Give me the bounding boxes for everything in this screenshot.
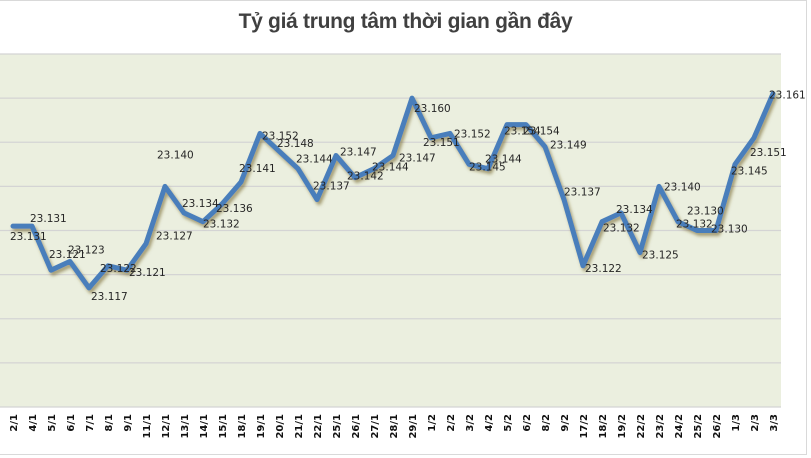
x-tick-label: 6/2 bbox=[522, 414, 533, 432]
data-label: 23.149 bbox=[550, 140, 587, 152]
x-tick-label: 9/1 bbox=[123, 414, 134, 432]
chart-title: Tỷ giá trung tâm thời gian gần đây bbox=[238, 10, 573, 33]
data-label: 23.122 bbox=[100, 263, 137, 275]
x-tick-label: 18/2 bbox=[598, 414, 609, 439]
x-tick-label: 28/1 bbox=[389, 414, 400, 439]
data-label: 23.147 bbox=[399, 152, 436, 164]
series-line bbox=[10, 91, 776, 291]
data-label: 23.131 bbox=[10, 231, 47, 243]
data-label: 23.145 bbox=[731, 165, 768, 177]
x-tick-label: 14/1 bbox=[199, 414, 210, 439]
x-axis-labels: 2/1 4/1 5/1 6/1 7/1 8/1 9/1 11/1 12/1 13/1 14/1 15/… bbox=[9, 414, 780, 439]
data-label: 23.134 bbox=[616, 204, 653, 216]
data-label: 23.136 bbox=[216, 203, 253, 215]
data-label: 23.130 bbox=[687, 206, 724, 218]
x-tick-label: 22/2 bbox=[636, 414, 647, 439]
data-label: 23.132 bbox=[203, 219, 240, 231]
data-label: 23.121 bbox=[49, 249, 86, 261]
data-label: 23.151 bbox=[750, 147, 787, 159]
data-label: 23.154 bbox=[504, 126, 541, 138]
data-label: 23.144 bbox=[485, 154, 522, 166]
x-tick-label: 5/1 bbox=[47, 414, 58, 432]
x-tick-label: 11/1 bbox=[142, 414, 153, 439]
data-label: 23.121 bbox=[129, 267, 166, 279]
x-tick-label: 2/1 bbox=[9, 414, 20, 432]
data-label: 23.123 bbox=[68, 244, 105, 256]
data-label: 23.147 bbox=[340, 146, 377, 158]
x-tick-label: 8/2 bbox=[541, 414, 552, 432]
x-tick-label: 1/2 bbox=[427, 414, 438, 432]
x-tick-label: 25/2 bbox=[693, 414, 704, 439]
x-tick-label: 15/1 bbox=[218, 414, 229, 439]
data-label: 23.145 bbox=[469, 161, 506, 173]
data-label: 23.161 bbox=[769, 90, 806, 102]
x-tick-label: 19/2 bbox=[617, 414, 628, 439]
x-tick-label: 7/1 bbox=[85, 414, 96, 432]
x-tick-label: 24/2 bbox=[674, 414, 685, 439]
x-tick-label: 26/2 bbox=[712, 414, 723, 439]
x-tick-label: 3/2 bbox=[465, 414, 476, 432]
data-label: 23.122 bbox=[585, 263, 622, 275]
x-tick-label: 13/1 bbox=[180, 414, 191, 439]
data-label: 23.141 bbox=[239, 163, 276, 175]
data-label: 23.144 bbox=[372, 162, 409, 174]
data-labels: 23.13123.13123.12123.12323.11723.12223.1… bbox=[10, 90, 806, 303]
data-label: 23.148 bbox=[277, 138, 314, 150]
data-label: 23.130 bbox=[711, 224, 748, 236]
data-label: 23.152 bbox=[454, 128, 491, 140]
data-label: 23.117 bbox=[91, 291, 128, 303]
x-tick-label: 9/2 bbox=[560, 414, 571, 432]
data-label: 23.131 bbox=[30, 213, 67, 225]
x-tick-label: 8/1 bbox=[104, 414, 115, 432]
data-label: 23.132 bbox=[603, 223, 640, 235]
x-tick-label: 19/1 bbox=[256, 414, 267, 439]
data-label: 23.160 bbox=[414, 103, 451, 115]
x-tick-label: 25/1 bbox=[332, 414, 343, 439]
data-label: 23.127 bbox=[156, 231, 193, 243]
data-label: 23.154 bbox=[523, 126, 560, 138]
x-tick-label: 3/3 bbox=[769, 414, 780, 432]
x-tick-label: 2/3 bbox=[750, 414, 761, 432]
data-label: 23.125 bbox=[642, 250, 679, 262]
data-label: 23.137 bbox=[564, 187, 601, 199]
x-tick-label: 1/3 bbox=[731, 414, 742, 432]
x-tick-label: 26/1 bbox=[351, 414, 362, 439]
x-tick-label: 18/1 bbox=[237, 414, 248, 439]
data-label: 23.142 bbox=[347, 171, 384, 183]
x-tick-label: 22/1 bbox=[313, 414, 324, 439]
data-label: 23.144 bbox=[296, 154, 333, 166]
data-label: 23.140 bbox=[157, 149, 194, 161]
x-tick-label: 27/1 bbox=[370, 414, 381, 439]
gridlines bbox=[0, 53, 781, 408]
x-tick-label: 20/1 bbox=[275, 414, 286, 439]
x-tick-label: 2/2 bbox=[446, 414, 457, 432]
x-tick-label: 4/2 bbox=[484, 414, 495, 432]
x-tick-label: 4/1 bbox=[28, 414, 39, 432]
data-label: 23.151 bbox=[423, 137, 460, 149]
x-tick-label: 21/1 bbox=[294, 414, 305, 439]
data-label: 23.137 bbox=[313, 181, 350, 193]
x-tick-label: 12/1 bbox=[161, 414, 172, 439]
x-tick-label: 17/2 bbox=[579, 414, 590, 439]
x-tick-label: 6/1 bbox=[66, 414, 77, 432]
x-tick-label: 29/1 bbox=[408, 414, 419, 439]
data-label: 23.132 bbox=[676, 219, 713, 231]
x-tick-label: 23/2 bbox=[655, 414, 666, 439]
data-label: 23.152 bbox=[262, 130, 299, 142]
data-label: 23.140 bbox=[664, 181, 701, 193]
data-label: 23.134 bbox=[182, 198, 219, 210]
x-tick-label: 5/2 bbox=[503, 414, 514, 432]
